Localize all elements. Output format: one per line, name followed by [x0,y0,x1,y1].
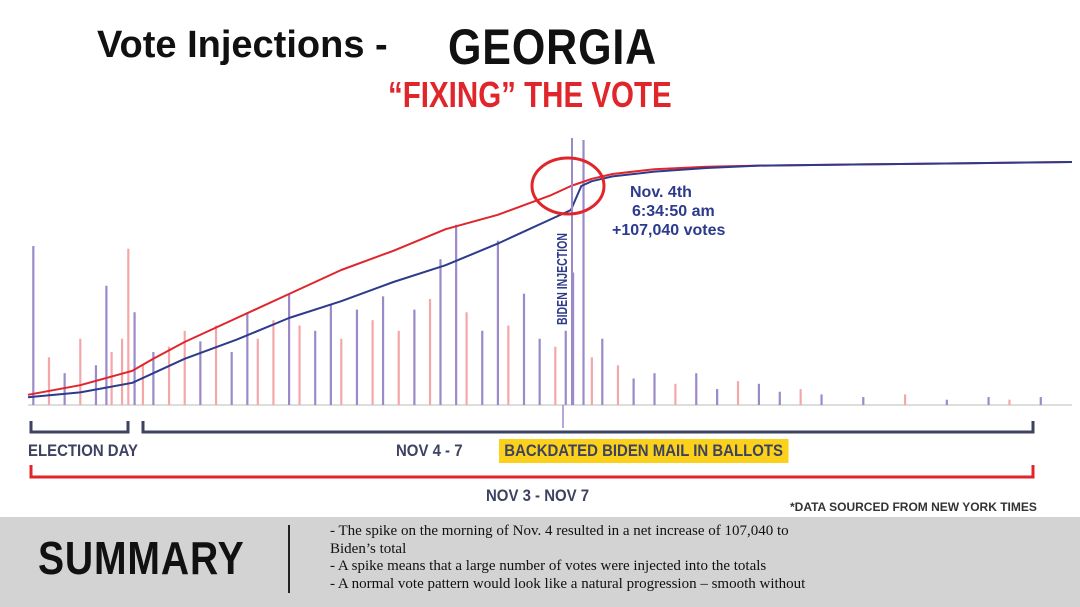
spike-bar [428,299,432,405]
spike-bar [355,309,359,405]
summary-line: - A spike means that a large number of v… [330,558,767,574]
spike-bar [230,352,233,405]
spike-bar [371,320,374,405]
election-day-bracket [29,421,130,434]
backdated-ballots-label: BACKDATED BIDEN MAIL IN BALLOTS [499,439,789,463]
nov3-7-bracket [29,465,1035,479]
spike-bar [141,365,145,405]
spike-bar [127,248,130,405]
spike-bar [110,352,113,405]
spike-bar [554,346,557,405]
summary-line: - A normal vote pattern would look like … [330,575,806,592]
spike-bar [133,312,136,405]
source-note: *DATA SOURCED FROM NEW YORK TIMES [790,500,1037,514]
spike-bar [256,338,259,405]
spike-bar [439,259,442,405]
callout-date: Nov. 4th [630,184,692,201]
spike-bar [862,397,865,405]
spike-bar [632,378,635,405]
spike-bar [465,312,468,405]
spike-bar [183,330,186,405]
spike-bar [1039,397,1042,405]
spike-bar [716,389,719,405]
summary-text: - The spike on the morning of Nov. 4 res… [330,523,1070,593]
spike-bar [736,381,740,405]
spike-bar [1008,399,1011,405]
spike-bar [105,285,108,405]
callout-votes: +107,040 votes [612,222,726,239]
summary-panel: SUMMARY - The spike on the morning of No… [0,517,1080,607]
spike-bar [601,338,604,405]
summary-heading: SUMMARY [38,532,245,584]
nov4-7-label: NOV 4 - 7 [396,441,463,460]
nov4-7-bracket [141,421,1035,434]
spike-bar [674,383,677,405]
nov3-7-label: NOV 3 - NOV 7 [486,486,590,505]
spike-bar [538,338,541,405]
summary-line: - The spike on the morning of Nov. 4 res… [330,523,789,539]
spike-bar [152,352,155,405]
spike-bar [340,338,343,405]
callout-time: 6:34:50 am [632,203,715,220]
spike-bar [413,309,416,405]
page-subtitle: “FIXING” THE VOTE [388,74,672,115]
spike-bar [47,357,51,405]
spike-bar [590,357,593,405]
spike-bar [381,296,385,405]
spike-bar [522,293,526,405]
spike-bar [329,304,332,405]
spike-bar [778,391,781,405]
spike-bar [298,325,301,405]
spike-bar [903,394,907,405]
series-lines [27,161,1073,399]
spike-callout: Nov. 4th 6:34:50 am +107,040 votes [612,183,725,240]
blue-series-line [27,161,1073,399]
spike-bar [63,373,66,405]
spike-bar [582,140,585,405]
spike-highlight-circle [530,156,606,216]
spike-bar [455,224,458,405]
injection-vertical-label: BIDEN INJECTION [554,233,571,325]
spike-bars [32,140,1042,405]
spike-bar [616,365,620,405]
spike-bar [397,330,400,405]
state-title: GEORGIA [448,19,658,75]
spike-bar [288,293,291,405]
spike-bar [987,397,990,405]
spike-bar [695,373,698,405]
spike-bar [199,341,202,405]
spike-bar [214,325,218,405]
spike-bar [653,373,656,405]
vote-chart: BIDEN INJECTION [27,138,1073,479]
spike-bar [945,399,948,405]
spike-bar [820,394,823,405]
election-day-label: ELECTION DAY [28,441,139,460]
page-title: Vote Injections - [97,24,388,66]
spike-bar [571,272,575,405]
spike-bar [32,246,35,405]
spike-bar [481,330,484,405]
spike-bar [496,240,499,405]
spike-bar [757,383,760,405]
spike-bar [564,330,567,405]
spike-bar [272,320,275,405]
spike-bar [79,338,82,405]
spike-bar [94,365,98,405]
spike-bar [246,312,249,405]
summary-divider [288,525,290,593]
spike-bar [120,338,124,405]
spike-bar [314,330,317,405]
spike-bar [167,346,171,405]
spike-bar [799,389,802,405]
summary-line: Biden’s total [330,540,407,557]
spike-bar [507,325,510,405]
